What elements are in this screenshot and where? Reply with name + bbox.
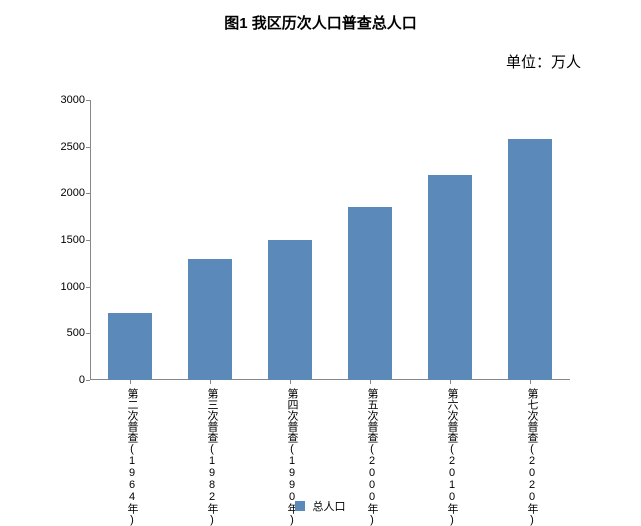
bar: [508, 139, 552, 380]
bar: [188, 259, 232, 380]
y-tick-label: 1000: [61, 281, 85, 293]
x-tick: [210, 380, 211, 384]
chart-unit-label: 单位：万人: [0, 33, 641, 72]
bars-container: [90, 100, 570, 380]
bar: [348, 207, 392, 380]
x-tick: [370, 380, 371, 384]
y-tick-label: 3000: [61, 94, 85, 106]
y-tick: [86, 333, 90, 334]
legend-swatch: [295, 501, 305, 511]
y-tick: [86, 287, 90, 288]
y-tick-label: 0: [79, 374, 85, 386]
y-tick-label: 2000: [61, 187, 85, 199]
y-tick: [86, 240, 90, 241]
y-tick-label: 2500: [61, 141, 85, 153]
x-tick: [450, 380, 451, 384]
legend-label: 总人口: [313, 501, 346, 513]
y-tick: [86, 380, 90, 381]
x-axis-labels: 第二次普查(1964年)第三次普查(1982年)第四次普查(1990年)第五次普…: [90, 384, 570, 494]
bar: [108, 313, 152, 380]
y-tick-label: 500: [67, 327, 85, 339]
x-tick: [530, 380, 531, 384]
y-tick-label: 1500: [61, 234, 85, 246]
y-tick: [86, 100, 90, 101]
chart-title: 图1 我区历次人口普查总人口: [0, 0, 641, 33]
bar: [268, 240, 312, 380]
x-tick: [130, 380, 131, 384]
bar: [428, 175, 472, 380]
y-axis-labels: 050010001500200025003000: [45, 100, 85, 380]
plot-area: 050010001500200025003000: [90, 100, 570, 380]
x-tick: [290, 380, 291, 384]
y-tick: [86, 147, 90, 148]
y-tick: [86, 193, 90, 194]
legend: 总人口: [0, 498, 641, 514]
